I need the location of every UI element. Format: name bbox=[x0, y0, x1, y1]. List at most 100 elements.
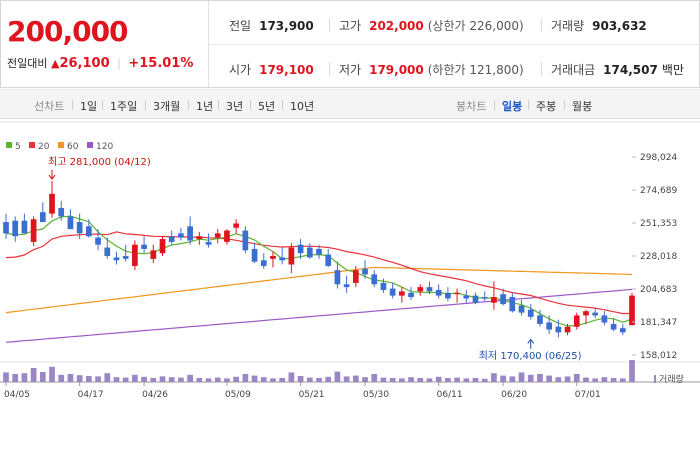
volume-bar bbox=[260, 377, 267, 382]
candle-body bbox=[159, 239, 166, 254]
candle-body bbox=[583, 311, 589, 316]
high-value: 202,000 bbox=[369, 19, 424, 33]
volume-bar bbox=[435, 376, 442, 382]
x-tick-label: 05/30 bbox=[363, 390, 389, 400]
toolbar-divider bbox=[145, 100, 146, 110]
candle-body bbox=[619, 328, 626, 333]
candle-body bbox=[67, 216, 74, 230]
stat-divider bbox=[329, 18, 330, 32]
candle-body bbox=[260, 260, 267, 266]
volume-bar bbox=[113, 377, 120, 382]
price-chart: 5 20 60 120 최고 281,000 (04/12) 최저 170,400 (… bbox=[0, 120, 700, 450]
stat-low: 저가 179,000 (하한가 121,800) bbox=[339, 61, 524, 78]
volume-bar bbox=[445, 378, 451, 382]
high-label: 고가 bbox=[339, 19, 362, 33]
y-tick-label: 274,689 bbox=[640, 186, 677, 196]
candle-body bbox=[214, 233, 221, 238]
x-tick-label: 06/11 bbox=[437, 390, 463, 400]
candle-body bbox=[509, 297, 516, 312]
price-change: 전일대비 ▲26,100 | +15.01% bbox=[7, 55, 193, 71]
candle-body bbox=[224, 230, 230, 242]
price-box: 200,000 전일대비 ▲26,100 | +15.01% bbox=[1, 1, 209, 87]
volume-bar bbox=[564, 376, 571, 382]
candle-body bbox=[555, 326, 562, 333]
candle-body bbox=[417, 287, 424, 292]
candle-body bbox=[629, 295, 635, 326]
low-arrow-icon bbox=[527, 338, 535, 344]
y-tick-label: 181,347 bbox=[640, 318, 677, 328]
volume-bar bbox=[187, 374, 193, 382]
stat-prev-close: 전일 173,900 bbox=[229, 17, 314, 34]
period-10y-button[interactable]: 10년 bbox=[290, 100, 315, 113]
period-3m-button[interactable]: 3개월 bbox=[153, 100, 181, 113]
volume-bar bbox=[555, 377, 562, 382]
volume-bar bbox=[343, 376, 350, 382]
volume-bars: 거래량 bbox=[3, 360, 684, 385]
period-weekly-button[interactable]: 주봉 bbox=[536, 100, 557, 113]
period-1d-button[interactable]: 1일 bbox=[80, 100, 98, 113]
candle-body bbox=[104, 247, 111, 257]
high-arrow-icon bbox=[48, 174, 56, 180]
y-tick-label: 158,012 bbox=[640, 351, 677, 361]
period-1w-button[interactable]: 1주일 bbox=[110, 100, 138, 113]
volume-bar bbox=[95, 376, 101, 382]
volume-bar bbox=[362, 377, 368, 382]
volume-bar bbox=[3, 372, 9, 382]
prev-close-label: 전일 bbox=[229, 19, 252, 33]
volume-bar bbox=[592, 378, 599, 382]
toolbar-divider bbox=[528, 100, 529, 110]
candle-body bbox=[113, 257, 120, 261]
candle-body bbox=[481, 297, 488, 299]
candle-body bbox=[491, 297, 497, 303]
period-3y-button[interactable]: 3년 bbox=[226, 100, 244, 113]
legend-label: 60 bbox=[67, 142, 79, 152]
volume-bar bbox=[629, 360, 635, 382]
chart-background bbox=[0, 120, 700, 450]
candle-body bbox=[76, 222, 83, 234]
candlesticks bbox=[3, 181, 635, 338]
volume-bar bbox=[30, 368, 37, 382]
lower-limit: (하한가 121,800) bbox=[427, 63, 524, 77]
candle-body bbox=[3, 222, 9, 234]
x-tick-label: 07/01 bbox=[575, 390, 601, 400]
volume-bar bbox=[352, 375, 359, 382]
volume-bar bbox=[583, 377, 589, 382]
candle-chart-label: 봉차트 bbox=[456, 100, 487, 113]
volume-bar bbox=[610, 378, 617, 382]
volume-bar bbox=[214, 377, 221, 382]
open-label: 시가 bbox=[229, 63, 252, 77]
candle-body bbox=[168, 236, 175, 242]
x-tick-label: 06/20 bbox=[501, 390, 527, 400]
x-tick-label: 04/17 bbox=[78, 390, 104, 400]
toolbar-divider bbox=[102, 100, 103, 110]
candle-body bbox=[12, 220, 19, 237]
candle-body bbox=[270, 256, 276, 259]
toolbar-divider bbox=[564, 100, 565, 110]
period-monthly-button[interactable]: 월봉 bbox=[572, 100, 593, 113]
candle-body bbox=[527, 309, 534, 317]
ma60-line bbox=[5, 266, 633, 314]
period-5y-button[interactable]: 5년 bbox=[258, 100, 276, 113]
volume-bar bbox=[481, 378, 488, 382]
candle-body bbox=[343, 284, 350, 288]
change-percent: +15.01% bbox=[128, 56, 194, 71]
candle-body bbox=[150, 250, 157, 259]
candle-body bbox=[454, 292, 460, 295]
volume-bar bbox=[122, 377, 129, 382]
volume-label: 거래량 bbox=[551, 19, 585, 33]
volume-bar bbox=[297, 376, 304, 382]
volume-bar bbox=[500, 375, 506, 382]
x-tick-label: 04/26 bbox=[142, 390, 168, 400]
volume-bar bbox=[196, 378, 203, 382]
candle-body bbox=[610, 323, 617, 330]
volume-bar bbox=[417, 378, 424, 382]
candle-body bbox=[398, 291, 405, 296]
period-1y-button[interactable]: 1년 bbox=[196, 100, 214, 113]
volume-bar bbox=[509, 376, 516, 382]
candle-body bbox=[251, 248, 258, 262]
period-daily-button[interactable]: 일봉 bbox=[502, 100, 523, 113]
candle-body bbox=[233, 223, 240, 228]
legend-swatch bbox=[29, 142, 35, 148]
ma120-line bbox=[5, 288, 633, 343]
candle-body bbox=[297, 244, 304, 254]
